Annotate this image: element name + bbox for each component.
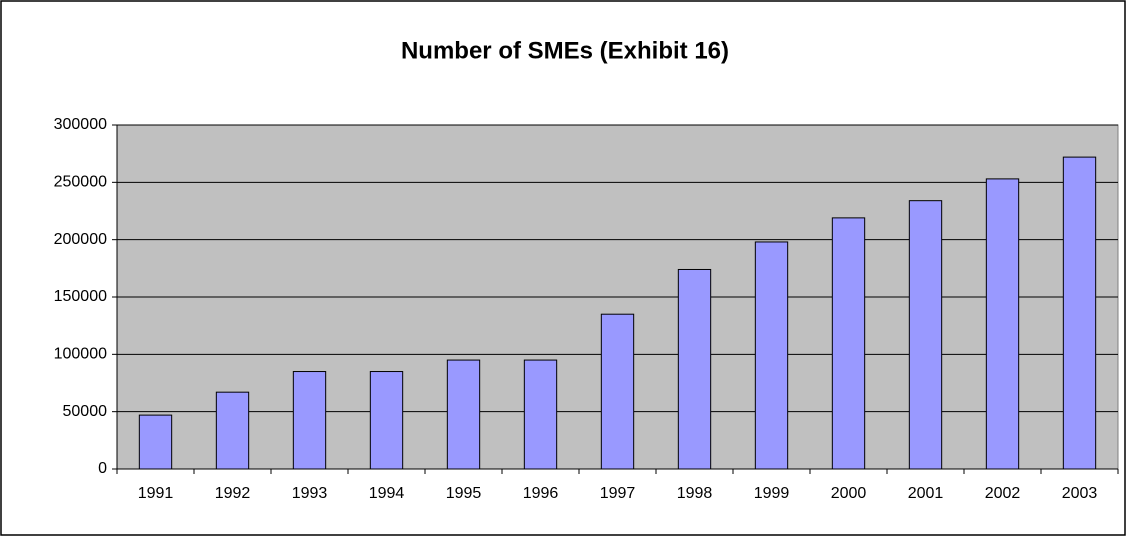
bar bbox=[292, 371, 327, 470]
y-tick-label: 50000 bbox=[63, 403, 108, 420]
x-tick-label: 1999 bbox=[754, 485, 790, 502]
bar bbox=[446, 359, 481, 470]
y-tick-label: 250000 bbox=[54, 174, 107, 191]
x-tick-label: 1994 bbox=[369, 485, 405, 502]
x-tick-label: 1997 bbox=[600, 485, 636, 502]
bar bbox=[831, 217, 866, 470]
bar bbox=[369, 371, 404, 470]
x-tick-label: 1993 bbox=[292, 485, 328, 502]
bar bbox=[677, 268, 712, 470]
bar bbox=[1062, 156, 1097, 470]
y-tick-label: 100000 bbox=[54, 346, 107, 363]
bar bbox=[754, 241, 789, 470]
x-tick-label: 2000 bbox=[831, 485, 867, 502]
bar bbox=[985, 178, 1020, 470]
chart-title: Number of SMEs (Exhibit 16) bbox=[401, 37, 729, 64]
x-tick-label: 2001 bbox=[908, 485, 944, 502]
y-tick-label: 150000 bbox=[54, 288, 107, 305]
bar bbox=[600, 313, 635, 470]
x-tick-label: 2003 bbox=[1062, 485, 1098, 502]
y-tick-label: 300000 bbox=[54, 116, 107, 133]
x-tick-label: 1996 bbox=[523, 485, 559, 502]
bar bbox=[215, 391, 250, 470]
x-tick-label: 2002 bbox=[985, 485, 1021, 502]
y-tick-label: 0 bbox=[98, 460, 107, 477]
x-tick-label: 1998 bbox=[677, 485, 713, 502]
x-tick-label: 1992 bbox=[215, 485, 251, 502]
bar bbox=[523, 359, 558, 470]
bar bbox=[138, 414, 173, 470]
y-tick-label: 200000 bbox=[54, 231, 107, 248]
x-tick-label: 1995 bbox=[446, 485, 482, 502]
x-tick-label: 1991 bbox=[138, 485, 174, 502]
bar bbox=[908, 200, 943, 470]
